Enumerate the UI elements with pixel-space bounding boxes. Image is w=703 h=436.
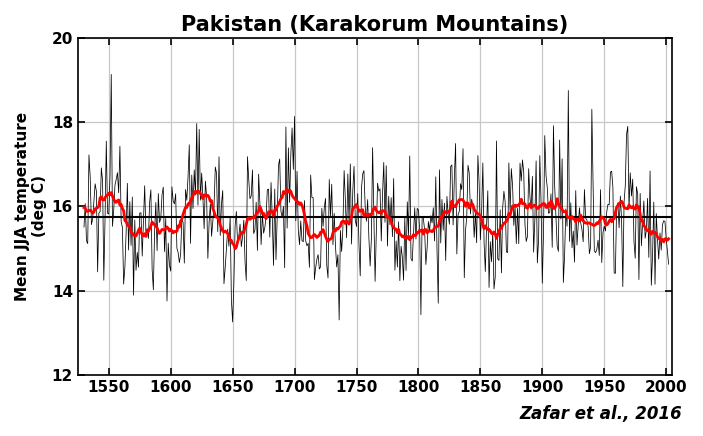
Y-axis label: Mean JJA temperature
(deg C): Mean JJA temperature (deg C): [15, 112, 47, 301]
Text: Zafar et al., 2016: Zafar et al., 2016: [519, 405, 682, 423]
Title: Pakistan (Karakorum Mountains): Pakistan (Karakorum Mountains): [181, 15, 569, 35]
